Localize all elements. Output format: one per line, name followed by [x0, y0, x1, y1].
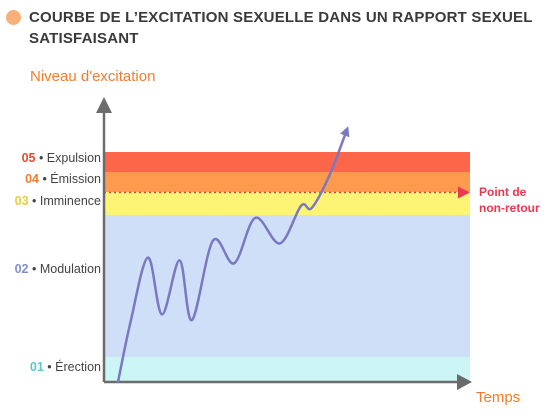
band-04: [104, 172, 470, 192]
level-number: 03: [14, 194, 29, 208]
level-name: • Érection: [43, 360, 101, 374]
chart-title: COURBE DE L’EXCITATION SEXUELLE DANS UN …: [29, 9, 533, 47]
level-number: 05: [21, 151, 36, 165]
y-axis-label: Niveau d'excitation: [30, 68, 156, 85]
x-axis-label: Temps: [476, 389, 521, 406]
band-03: [104, 192, 470, 215]
threshold-label-line1: Point de: [479, 185, 527, 199]
title-bullet-dot: [6, 10, 21, 25]
threshold-label: Point de non-retour: [479, 184, 540, 216]
level-number: 01: [29, 360, 44, 374]
level-name: • Expulsion: [35, 151, 101, 165]
level-name: • Émission: [38, 172, 101, 186]
band-05: [104, 152, 470, 172]
level-label-01: 01 • Érection: [30, 360, 101, 374]
level-label-02: 02 • Modulation: [15, 262, 101, 276]
threshold-arrow: [458, 186, 470, 199]
level-name: • Imminence: [28, 194, 101, 208]
level-name: • Modulation: [28, 262, 101, 276]
y-axis-arrow: [96, 97, 112, 113]
band-02: [104, 215, 470, 357]
level-label-03: 03 • Imminence: [15, 194, 101, 208]
level-label-04: 04 • Émission: [25, 172, 101, 186]
x-axis-arrow: [457, 374, 472, 390]
arousal-curve: [116, 128, 349, 384]
level-number: 02: [14, 262, 29, 276]
threshold-label-line2: non-retour: [479, 201, 540, 215]
level-label-05: 05 • Expulsion: [22, 151, 101, 165]
level-number: 04: [25, 172, 39, 186]
band-01: [104, 357, 470, 382]
arousal-curve-arrow: [340, 126, 350, 138]
